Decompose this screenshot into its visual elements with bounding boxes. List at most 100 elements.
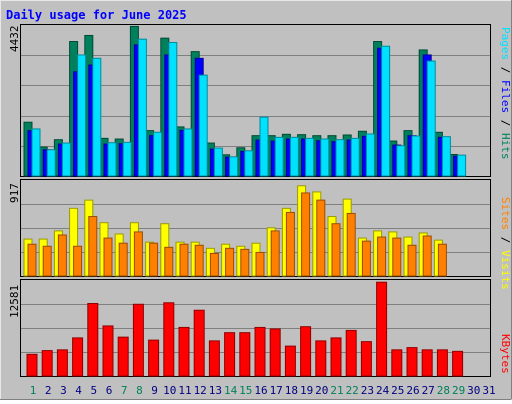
- bar-sites-day-22: [346, 212, 356, 277]
- legend-visits: Visits: [499, 250, 512, 290]
- day-label-24: 24: [376, 384, 390, 397]
- day-label-5: 5: [90, 384, 97, 397]
- panel-visits-legend: Sites / Visits: [499, 197, 512, 290]
- day-label-6: 6: [106, 384, 113, 397]
- bar-kbytes-day-16: [254, 326, 266, 377]
- day-label-4: 4: [75, 384, 82, 397]
- bar-kbytes-day-14: [224, 332, 236, 377]
- day-label-31: 31: [482, 384, 495, 397]
- panel-hits: 4432 Pages / Files / Hits: [8, 24, 512, 177]
- bar-kbytes-day-27: [421, 349, 433, 377]
- day-label-20: 20: [315, 384, 328, 397]
- bar-kbytes-day-28: [436, 349, 448, 377]
- day-label-30: 30: [467, 384, 480, 397]
- bar-kbytes-day-15: [239, 332, 251, 377]
- day-label-3: 3: [60, 384, 67, 397]
- bar-sites-day-8: [133, 231, 143, 277]
- bar-kbytes-day-7: [117, 336, 129, 377]
- bar-pages-day-25: [396, 145, 406, 177]
- bar-sites-day-23: [361, 240, 371, 277]
- legend-hits: Hits: [499, 133, 512, 160]
- bar-pages-day-18: [289, 136, 299, 177]
- bar-sites-day-1: [27, 243, 37, 277]
- bar-pages-day-1: [31, 128, 41, 177]
- bar-pages-day-8: [137, 38, 147, 177]
- bar-pages-day-19: [305, 137, 315, 177]
- day-label-18: 18: [285, 384, 298, 397]
- bar-kbytes-day-5: [87, 303, 99, 377]
- day-label-27: 27: [422, 384, 435, 397]
- bar-kbytes-day-29: [452, 350, 464, 377]
- panel-visits: 917 Sites / Visits: [8, 179, 512, 290]
- bar-pages-day-7: [122, 141, 132, 177]
- bar-kbytes-day-20: [315, 340, 327, 377]
- panel-hits-bars: [23, 25, 467, 177]
- bar-sites-day-4: [73, 245, 83, 277]
- svg-text:Sites /: Sites / Visits: [499, 197, 512, 290]
- bar-sites-day-20: [316, 199, 326, 277]
- chart-title: Daily usage for June 2025: [6, 8, 187, 22]
- legend-sep-1: /: [499, 67, 512, 80]
- day-label-1: 1: [30, 384, 37, 397]
- legend-sites: Sites: [499, 197, 512, 230]
- bar-pages-day-6: [107, 142, 117, 177]
- bar-sites-day-7: [118, 242, 128, 277]
- day-label-14: 14: [224, 384, 238, 397]
- bar-sites-day-19: [301, 192, 311, 277]
- panel-kbytes-ymax-label: 12581: [8, 285, 21, 318]
- bar-kbytes-day-1: [26, 353, 38, 377]
- bar-kbytes-day-22: [345, 329, 357, 377]
- panel-kbytes-legend: KBytes: [499, 334, 512, 374]
- bar-pages-day-24: [381, 45, 391, 177]
- bar-kbytes-day-9: [148, 339, 160, 377]
- bar-kbytes-day-26: [406, 347, 418, 377]
- bar-sites-day-3: [57, 234, 67, 277]
- bar-kbytes-day-17: [269, 328, 281, 377]
- day-label-21: 21: [330, 384, 343, 397]
- bar-kbytes-day-23: [360, 341, 372, 377]
- bar-sites-day-2: [42, 245, 52, 277]
- bar-kbytes-day-25: [391, 349, 403, 377]
- legend-kbytes: KBytes: [499, 334, 512, 374]
- bar-sites-day-25: [392, 237, 402, 277]
- legend-sep-2: /: [499, 120, 512, 133]
- bar-sites-day-11: [179, 243, 189, 277]
- bar-sites-day-6: [103, 237, 113, 277]
- bar-sites-day-15: [240, 248, 250, 277]
- day-label-28: 28: [437, 384, 450, 397]
- panel-visits-ymax-label: 917: [8, 183, 21, 203]
- panel-kbytes-bars: [26, 281, 464, 377]
- panel-kbytes: 12581 KBytes: [8, 279, 512, 377]
- bar-pages-day-27: [426, 60, 436, 177]
- bar-pages-day-3: [61, 142, 71, 177]
- bar-sites-day-14: [225, 247, 235, 277]
- bar-kbytes-day-10: [163, 302, 175, 377]
- bar-kbytes-day-12: [193, 309, 205, 377]
- day-label-8: 8: [136, 384, 143, 397]
- bar-pages-day-29: [457, 154, 467, 177]
- bar-sites-day-16: [255, 251, 265, 277]
- panel-visits-bars: [23, 185, 447, 277]
- bar-sites-day-13: [209, 252, 219, 277]
- legend-files: Files: [499, 80, 512, 113]
- day-axis-labels: 1 2 3 4 5 6 7 8 9 10 11 12 13 14 15 16 17 18 19 20 21 22 23 24 2…: [30, 384, 496, 397]
- day-label-7: 7: [121, 384, 128, 397]
- bar-sites-day-18: [285, 211, 295, 277]
- bar-pages-day-21: [335, 139, 345, 177]
- bar-pages-day-10: [168, 42, 178, 177]
- day-label-16: 16: [254, 384, 267, 397]
- bar-kbytes-day-2: [41, 350, 53, 377]
- bar-kbytes-day-4: [72, 337, 84, 377]
- svg-text:KBytes: KBytes: [499, 334, 512, 374]
- day-label-19: 19: [300, 384, 313, 397]
- bar-sites-day-17: [270, 230, 280, 277]
- bar-sites-day-26: [407, 244, 417, 277]
- day-label-17: 17: [270, 384, 283, 397]
- panel-hits-ymax-label: 4432: [8, 26, 21, 53]
- bar-kbytes-day-21: [330, 337, 342, 377]
- day-label-10: 10: [163, 384, 176, 397]
- bar-pages-day-12: [198, 74, 208, 177]
- bar-pages-day-23: [365, 133, 375, 177]
